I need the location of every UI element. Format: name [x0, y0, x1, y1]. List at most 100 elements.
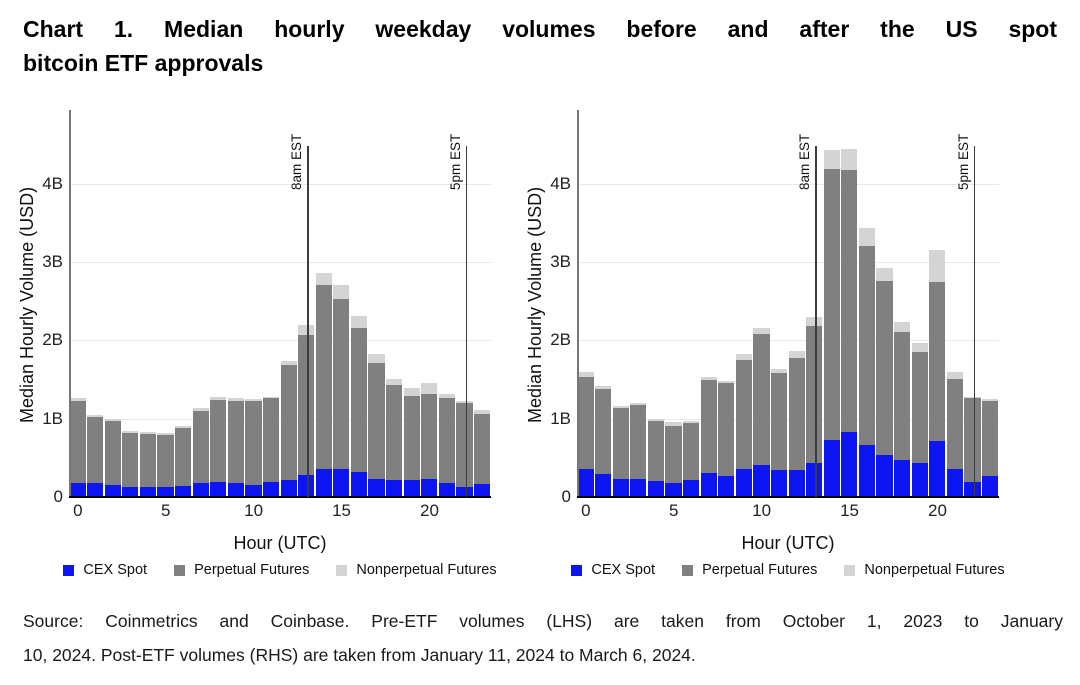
nonperpetual-segment	[929, 249, 946, 283]
y-axis-line	[577, 110, 579, 497]
perpetual-segment	[386, 384, 403, 480]
bar-hour-7	[192, 112, 209, 497]
nonperpetual-segment	[192, 408, 209, 411]
perpetual-segment	[298, 334, 315, 475]
legend-label-nonperpetual: Nonperpetual Futures	[356, 562, 497, 578]
cex_spot-segment	[894, 460, 911, 496]
cex_spot-segment	[841, 431, 858, 496]
pre-etf-plot-area: 8am EST 5pm EST	[69, 110, 491, 498]
nonperpetual-segment	[665, 421, 682, 426]
perpetual-segment	[823, 168, 840, 440]
gridline-3B	[577, 262, 999, 264]
bar-hour-12	[280, 112, 297, 497]
legend-item-cex_spot: CEX Spot	[571, 562, 655, 578]
cex_spot-segment	[245, 485, 262, 496]
legend-label-nonperpetual: Nonperpetual Futures	[864, 562, 1005, 578]
post-etf-legend: CEX Spot Perpetual Futures Nonperpetual Fu…	[557, 562, 1019, 578]
cex_spot-segment	[964, 481, 981, 496]
cex_spot-segment	[473, 484, 491, 496]
nonperpetual-segment	[876, 268, 893, 281]
perpetual-segment	[473, 413, 491, 485]
bar-hour-13	[298, 112, 315, 497]
perpetual-segment	[858, 246, 875, 446]
cex_spot-segment	[262, 481, 280, 496]
nonperpetual-segment	[104, 418, 121, 421]
cex_spot-segment	[858, 445, 875, 496]
y-tick-2B: 2B	[42, 330, 63, 350]
bar-hour-20	[929, 112, 946, 497]
nonperpetual-segment	[122, 431, 139, 433]
nonperpetual-segment	[946, 372, 963, 379]
bar-hour-15	[333, 112, 350, 497]
perpetual-segment	[104, 420, 121, 486]
nonperpetual-segment	[245, 398, 262, 402]
nonperpetual-segment	[735, 354, 752, 360]
chart-title-line1: Chart 1. Median hourly weekday volumes b…	[23, 16, 1057, 42]
perpetual-segment	[612, 408, 629, 479]
perpetual-segment	[157, 434, 174, 487]
y-tick-3B: 3B	[550, 252, 571, 272]
perpetual-segment	[806, 326, 823, 464]
cex_spot-segment	[87, 483, 104, 496]
nonperpetual-segment	[770, 369, 788, 374]
legend-label-perpetual: Perpetual Futures	[702, 562, 818, 578]
bar-hour-0	[577, 112, 594, 497]
bar-hour-11	[770, 112, 788, 497]
pre-etf-legend: CEX Spot Perpetual Futures Nonperpetual Fu…	[49, 562, 511, 578]
nonperpetual-segment	[473, 409, 491, 414]
nonperpetual-segment	[139, 431, 156, 435]
gridline-2B	[69, 340, 491, 342]
perpetual-segment	[69, 401, 86, 483]
legend-swatch-perpetual	[174, 564, 186, 576]
perpetual-segment	[227, 400, 244, 484]
x-axis-title: Hour (UTC)	[233, 533, 327, 553]
cex_spot-segment	[175, 485, 192, 496]
cex_spot-segment	[770, 470, 788, 496]
cex_spot-segment	[210, 481, 227, 496]
annotation-line-5pm-est	[465, 146, 467, 497]
perpetual-segment	[438, 398, 455, 484]
nonperpetual-segment	[438, 394, 455, 399]
bar-hour-21	[438, 112, 455, 497]
bar-hour-22	[456, 112, 473, 497]
perpetual-segment	[770, 373, 788, 471]
bar-hour-13	[806, 112, 823, 497]
y-tick-2B: 2B	[550, 330, 571, 350]
cex_spot-segment	[683, 480, 700, 496]
cex_spot-segment	[595, 474, 612, 496]
nonperpetual-segment	[368, 353, 385, 363]
perpetual-segment	[841, 169, 858, 432]
cex_spot-segment	[806, 463, 823, 496]
perpetual-segment	[964, 398, 981, 482]
perpetual-segment	[595, 388, 612, 475]
bar-hour-1	[595, 112, 612, 497]
nonperpetual-segment	[647, 418, 664, 421]
nonperpetual-segment	[806, 316, 823, 327]
bar-hour-14	[823, 112, 840, 497]
legend-item-nonperpetual: Nonperpetual Futures	[844, 562, 1005, 578]
pre-etf-chart: 8am EST 5pm EST 0 1B 2B 3B 4B 0 5 10 15 20 Hour (UTC…	[17, 110, 497, 578]
y-tick-0: 0	[53, 487, 63, 506]
nonperpetual-segment	[280, 360, 297, 366]
cex_spot-segment	[911, 463, 928, 496]
bar-hour-18	[386, 112, 403, 497]
perpetual-segment	[262, 398, 280, 482]
cex_spot-segment	[700, 473, 717, 496]
nonperpetual-segment	[683, 420, 700, 424]
y-tick-4B: 4B	[42, 173, 63, 193]
nonperpetual-segment	[964, 396, 981, 399]
perpetual-segment	[122, 432, 139, 487]
chart-title-line2: bitcoin ETF approvals	[23, 50, 264, 76]
legend-item-perpetual: Perpetual Futures	[682, 562, 817, 578]
bar-hour-12	[788, 112, 805, 497]
perpetual-segment	[139, 434, 156, 487]
cex_spot-segment	[876, 455, 893, 496]
nonperpetual-segment	[403, 388, 420, 396]
cex_spot-segment	[665, 482, 682, 496]
perpetual-segment	[981, 401, 999, 477]
cex_spot-segment	[298, 474, 315, 496]
post-etf-chart: 8am EST 5pm EST 0 1B 2B 3B 4B 0 5 10 15 20 Hour (UTC…	[525, 110, 1005, 578]
nonperpetual-segment	[841, 149, 858, 170]
bar-hour-9	[735, 112, 752, 497]
